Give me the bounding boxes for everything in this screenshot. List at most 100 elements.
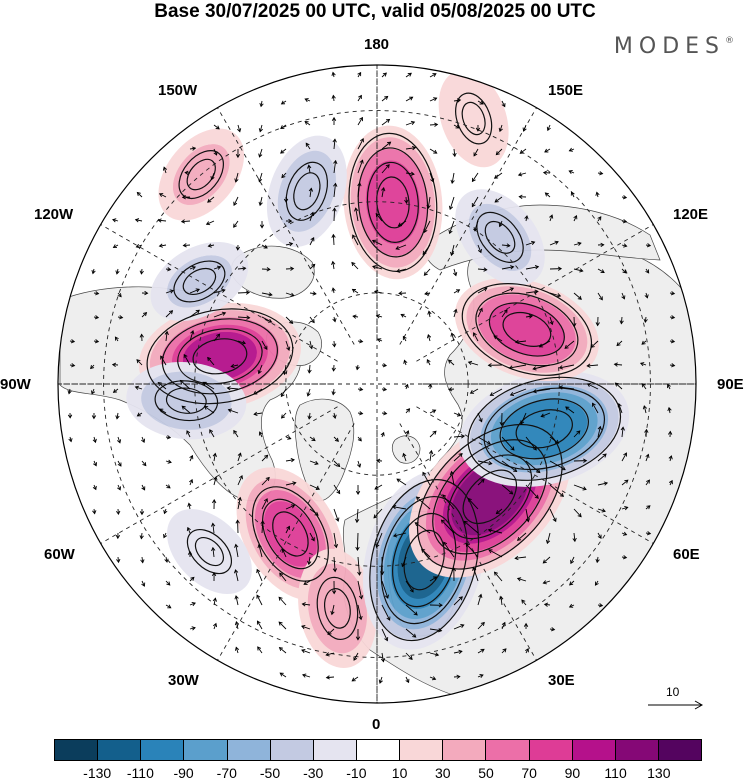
wind-vector-head [163,509,168,515]
wind-vector [596,556,599,563]
wind-vector-head [667,406,672,412]
wind-vector [141,484,146,491]
wind-vector [333,484,341,494]
wind-vector [309,460,319,465]
wind-vectors [67,71,676,684]
wind-vector [533,388,551,393]
wind-vector [309,316,315,323]
wind-vector-head [354,518,360,524]
wind-vector-head [382,387,388,392]
wind-vector [227,387,239,390]
wind-vector-head [622,531,628,536]
wind-vector-head [518,194,523,199]
wind-vector-head [245,290,251,295]
wind-vector-head [211,499,217,504]
wind-vector-head [190,576,195,581]
wind-vector [309,212,314,222]
anomaly-contour [499,398,589,460]
wind-vector-head [278,647,284,652]
wind-vector [309,237,315,246]
wind-vector [207,357,215,366]
wind-vector [116,412,119,419]
wind-vector [381,72,387,78]
wind-vector-head [307,164,312,169]
wind-vector [569,580,575,586]
wind-vector-head [670,291,676,296]
wind-vector-head [380,658,386,663]
wind-vector-head [486,440,491,445]
wind-vector-head [545,539,551,545]
wind-vector-head [617,402,622,408]
wind-vector-head [395,245,400,250]
wind-vector-head [494,198,499,203]
wind-vector-head [668,479,673,485]
anomaly-contour [462,469,518,525]
wind-vector-head [67,414,73,419]
wind-vector [381,164,390,174]
wind-vector [405,430,409,438]
wind-vector [375,213,383,222]
wind-vector [453,268,457,276]
wind-vector [597,268,605,273]
wind-vector [549,436,559,444]
lon-label-90w: 90W [0,376,31,393]
wind-vector-head [467,497,472,503]
wind-vector [559,364,575,369]
wind-vector-head [498,222,503,228]
wind-vector-head [506,243,511,248]
wind-vector-head [579,268,584,273]
wind-vector [525,508,529,522]
wind-vector [597,453,607,462]
wind-vector-head [483,267,488,272]
colorbar-swatch [529,740,573,760]
wind-vector-head [423,228,428,234]
lon-label-0: 0 [372,716,381,733]
wind-vector-head [181,405,186,410]
wind-vector-head [256,594,261,599]
wind-vector-head [556,293,562,298]
wind-vector-head [613,362,618,367]
lon-label-90e: 90E [717,376,744,393]
lon-label-60w: 60W [44,546,75,563]
wind-vector [494,172,503,179]
wind-vector [258,364,263,374]
wind-vector [333,139,336,150]
wind-vector [237,124,241,132]
wind-vector [259,431,263,438]
anomaly-contour [173,260,226,303]
wind-vector-head [422,250,427,256]
lon-label-150e: 150E [548,82,584,99]
wind-vector-head [568,147,573,152]
wind-vector [332,388,335,395]
wind-vector-head [237,128,242,133]
wind-vector-head [460,434,466,439]
wind-vector-head [384,594,389,599]
wind-vector-head [582,486,587,491]
wind-vector [422,472,431,486]
wind-vector [282,549,287,558]
wind-vector [357,117,363,126]
wind-vector [429,628,442,632]
wind-vector-head [434,122,439,127]
wind-vector [427,334,431,342]
wind-vector-head [230,363,235,369]
wind-vector [549,508,557,522]
wind-vector-head [433,149,438,154]
wind-vector-head [525,648,529,653]
wind-vector-head [280,149,285,154]
anomaly-contour [251,486,329,582]
wind-vector-head [167,459,172,464]
wind-vector-head [289,319,294,324]
wind-vector-head [290,266,295,271]
wind-vector-head [141,582,146,587]
anomaly-contour [357,147,429,258]
wind-vector [352,234,359,246]
wind-vector [525,241,535,246]
wind-vector-head [646,505,651,510]
wind-vector-head [117,462,122,467]
wind-vector-head [408,655,413,660]
wind-vector [281,412,287,419]
wind-vector [501,100,506,107]
wind-vector [261,316,272,323]
wind-vector-head [136,191,141,197]
